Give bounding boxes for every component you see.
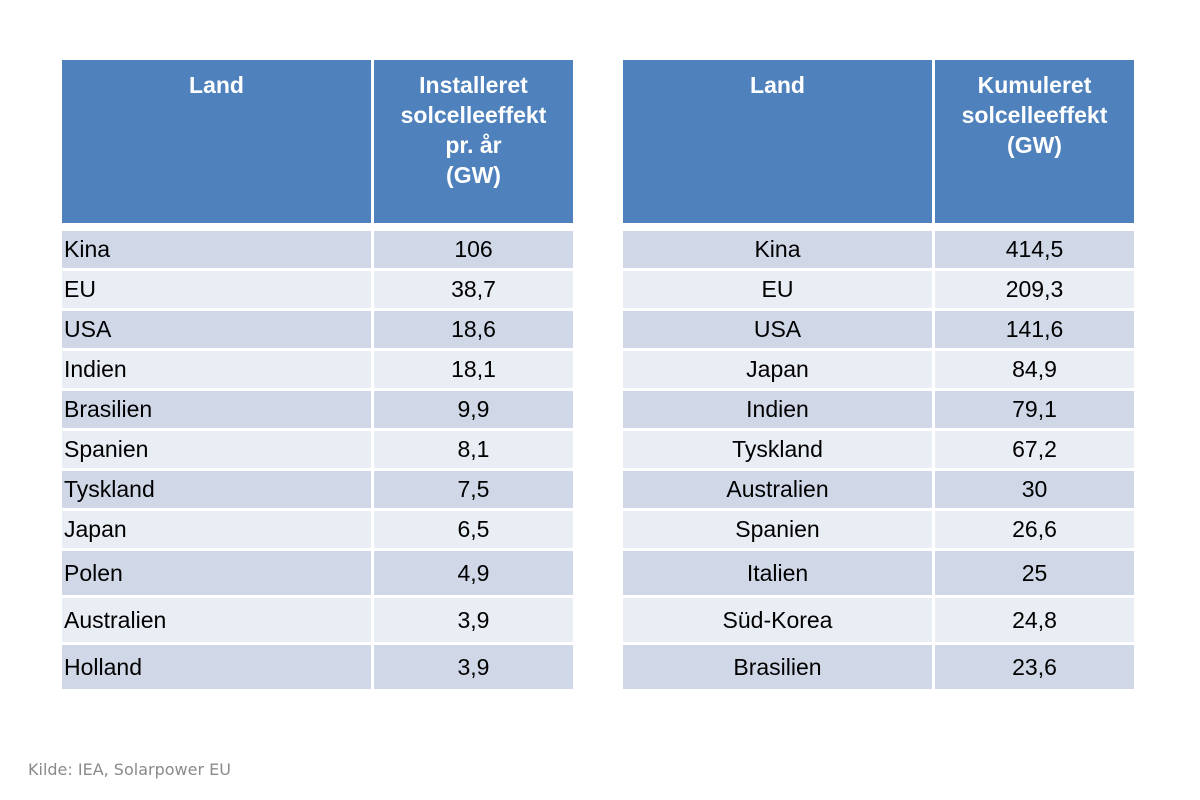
table-row: USA 18,6 xyxy=(62,311,573,351)
country-cell: Brasilien xyxy=(623,645,935,692)
country-cell: Japan xyxy=(62,511,374,551)
table-row: Süd-Korea 24,8 xyxy=(623,598,1134,645)
country-cell: Japan xyxy=(623,351,935,391)
country-cell: USA xyxy=(623,311,935,351)
country-cell: Brasilien xyxy=(62,391,374,431)
country-cell: Kina xyxy=(623,231,935,271)
table-row: Holland 3,9 xyxy=(62,645,573,692)
country-cell: Tyskland xyxy=(62,471,374,511)
value-cell: 38,7 xyxy=(374,271,573,311)
country-cell: Kina xyxy=(62,231,374,271)
table-row: Tyskland 7,5 xyxy=(62,471,573,511)
country-cell: Süd-Korea xyxy=(623,598,935,645)
cumulative-capacity-table: Land Kumuleret solcelleeffekt (GW) Kina 4… xyxy=(623,60,1134,692)
value-cell: 141,6 xyxy=(935,311,1134,351)
country-cell: Indien xyxy=(62,351,374,391)
value-cell: 18,6 xyxy=(374,311,573,351)
table-row: Indien 18,1 xyxy=(62,351,573,391)
country-cell: Holland xyxy=(62,645,374,692)
annual-capacity-table: Land Installeret solcelleeffekt pr. år (… xyxy=(62,60,573,692)
value-cell: 106 xyxy=(374,231,573,271)
country-cell: Tyskland xyxy=(623,431,935,471)
value-cell: 9,9 xyxy=(374,391,573,431)
country-cell: USA xyxy=(62,311,374,351)
source-note: Kilde: IEA, Solarpower EU xyxy=(28,760,231,779)
header-land: Land xyxy=(62,60,374,231)
table-header-row: Land Kumuleret solcelleeffekt (GW) xyxy=(623,60,1134,231)
country-cell: EU xyxy=(623,271,935,311)
table-row: Polen 4,9 xyxy=(62,551,573,598)
value-cell: 67,2 xyxy=(935,431,1134,471)
value-cell: 26,6 xyxy=(935,511,1134,551)
value-cell: 84,9 xyxy=(935,351,1134,391)
value-cell: 79,1 xyxy=(935,391,1134,431)
value-cell: 414,5 xyxy=(935,231,1134,271)
table-row: USA 141,6 xyxy=(623,311,1134,351)
table-row: Spanien 26,6 xyxy=(623,511,1134,551)
value-cell: 23,6 xyxy=(935,645,1134,692)
table-row: EU 209,3 xyxy=(623,271,1134,311)
table-row: Australien 30 xyxy=(623,471,1134,511)
header-cumulative-capacity: Kumuleret solcelleeffekt (GW) xyxy=(935,60,1134,231)
table-row: Brasilien 9,9 xyxy=(62,391,573,431)
table-row: Kina 414,5 xyxy=(623,231,1134,271)
annual-capacity-body: Kina 106 EU 38,7 USA 18,6 Indien 18,1 Brasilien 9… xyxy=(62,231,573,692)
table-row: EU 38,7 xyxy=(62,271,573,311)
value-cell: 30 xyxy=(935,471,1134,511)
value-cell: 4,9 xyxy=(374,551,573,598)
table-row: Tyskland 67,2 xyxy=(623,431,1134,471)
value-cell: 8,1 xyxy=(374,431,573,471)
country-cell: Australien xyxy=(623,471,935,511)
header-annual-capacity: Installeret solcelleeffekt pr. år (GW) xyxy=(374,60,573,231)
table-row: Japan 84,9 xyxy=(623,351,1134,391)
value-cell: 24,8 xyxy=(935,598,1134,645)
country-cell: EU xyxy=(62,271,374,311)
value-cell: 25 xyxy=(935,551,1134,598)
value-cell: 7,5 xyxy=(374,471,573,511)
table-row: Indien 79,1 xyxy=(623,391,1134,431)
country-cell: Italien xyxy=(623,551,935,598)
value-cell: 3,9 xyxy=(374,598,573,645)
country-cell: Polen xyxy=(62,551,374,598)
country-cell: Spanien xyxy=(623,511,935,551)
table-header-row: Land Installeret solcelleeffekt pr. år (… xyxy=(62,60,573,231)
cumulative-capacity-body: Kina 414,5 EU 209,3 USA 141,6 Japan 84,9 Indien 7… xyxy=(623,231,1134,692)
country-cell: Indien xyxy=(623,391,935,431)
value-cell: 209,3 xyxy=(935,271,1134,311)
value-cell: 6,5 xyxy=(374,511,573,551)
header-land: Land xyxy=(623,60,935,231)
table-row: Japan 6,5 xyxy=(62,511,573,551)
value-cell: 18,1 xyxy=(374,351,573,391)
table-row: Kina 106 xyxy=(62,231,573,271)
country-cell: Spanien xyxy=(62,431,374,471)
table-row: Australien 3,9 xyxy=(62,598,573,645)
country-cell: Australien xyxy=(62,598,374,645)
table-row: Spanien 8,1 xyxy=(62,431,573,471)
value-cell: 3,9 xyxy=(374,645,573,692)
table-row: Italien 25 xyxy=(623,551,1134,598)
table-row: Brasilien 23,6 xyxy=(623,645,1134,692)
